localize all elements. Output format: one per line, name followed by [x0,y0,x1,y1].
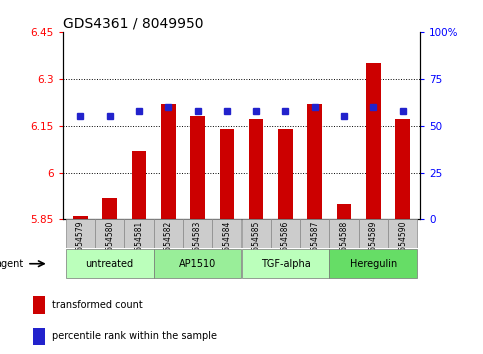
Bar [242,219,271,248]
Text: TGF-alpha: TGF-alpha [260,259,310,269]
Text: GSM554585: GSM554585 [252,221,261,267]
Bar [212,219,242,248]
Text: GSM554586: GSM554586 [281,221,290,267]
Bar [132,151,146,219]
Text: GSM554581: GSM554581 [134,221,143,267]
Bar [33,327,45,346]
Text: GSM554582: GSM554582 [164,221,173,267]
Bar [161,104,176,219]
Bar [220,129,234,219]
Text: GSM554580: GSM554580 [105,221,114,267]
Bar [66,219,95,248]
Bar [183,219,212,248]
Bar [307,104,322,219]
Text: AP1510: AP1510 [179,259,216,269]
Text: GSM554579: GSM554579 [76,221,85,267]
Text: agent: agent [0,259,24,269]
Bar [33,296,45,314]
Bar [154,219,183,248]
Bar [329,219,359,248]
Text: transformed count: transformed count [53,299,143,310]
Text: GSM554589: GSM554589 [369,221,378,267]
Bar [278,129,293,219]
Bar [300,219,329,248]
Bar [102,198,117,219]
Bar [337,204,351,219]
Text: Heregulin: Heregulin [350,259,397,269]
Bar [249,119,263,219]
Text: GSM554588: GSM554588 [340,221,349,267]
Text: percentile rank within the sample: percentile rank within the sample [53,331,217,342]
Text: GSM554583: GSM554583 [193,221,202,267]
Bar [388,219,417,248]
Bar [329,249,417,278]
Text: GSM554587: GSM554587 [310,221,319,267]
Text: GSM554584: GSM554584 [222,221,231,267]
Bar [395,119,410,219]
Bar [359,219,388,248]
Bar [66,249,154,278]
Bar [124,219,154,248]
Bar [95,219,124,248]
Bar [154,249,242,278]
Bar [73,216,88,219]
Text: GDS4361 / 8049950: GDS4361 / 8049950 [63,17,203,31]
Bar [190,116,205,219]
Bar [366,63,381,219]
Text: untreated: untreated [85,259,134,269]
Bar [271,219,300,248]
Bar [242,249,329,278]
Text: GSM554590: GSM554590 [398,221,407,267]
